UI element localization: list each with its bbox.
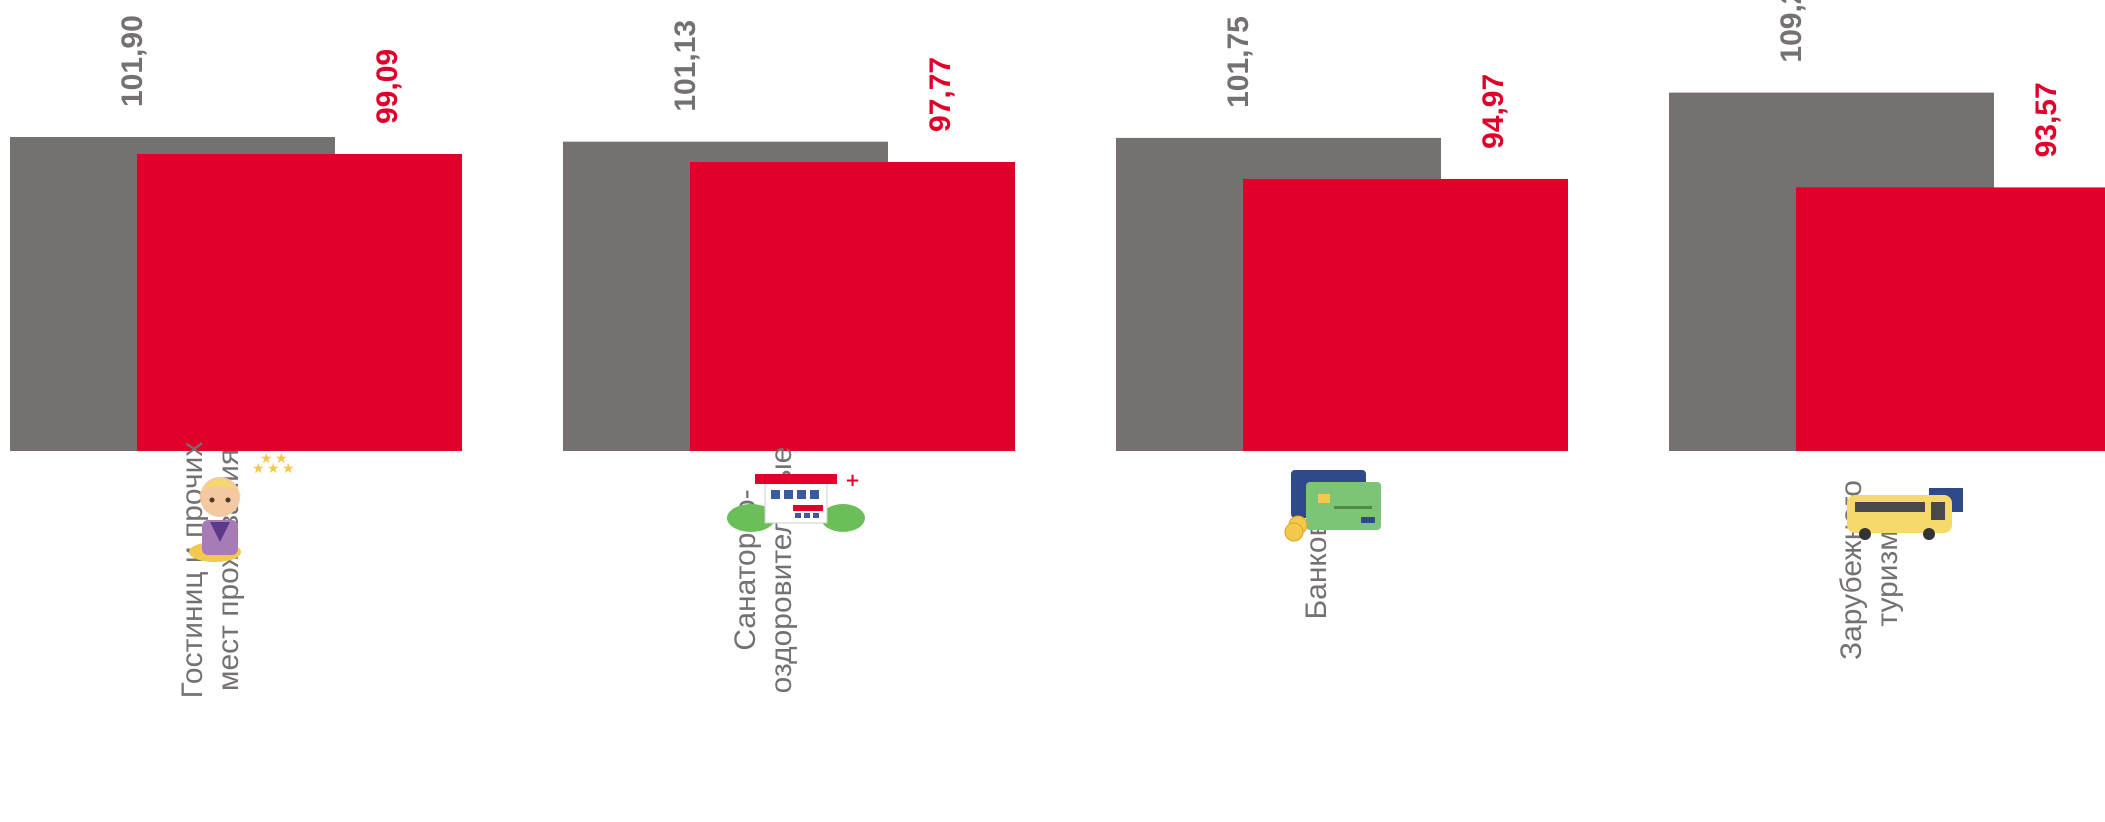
svg-text:★: ★ [282,461,295,477]
data-label: 94,97 [1477,74,1510,149]
data-label: 101,75 [1222,16,1255,108]
data-label: 93,57 [2030,82,2063,157]
category-label: Гостиниц и прочих [176,442,209,699]
category-label: Банков [1300,520,1333,619]
svg-text:★: ★ [267,461,280,477]
data-label: 99,09 [371,49,404,124]
svg-text:★: ★ [260,451,273,467]
bank-cards-icon [1284,470,1381,542]
data-label: 97,77 [924,57,957,132]
bar-series-red [1243,178,1568,451]
bar-series-red [1796,187,2105,452]
data-label: 101,13 [669,20,702,112]
bar-series-red [690,161,1015,451]
data-label: 101,90 [116,15,149,107]
sanatorium-building-icon: + [727,470,865,532]
bar-series-red [137,154,462,451]
data-label: 109,24 [1775,0,1808,63]
svg-text:+: + [845,470,860,491]
svg-text:★: ★ [275,451,288,467]
tour-bus-icon [1847,488,1963,540]
category-group: 101,75 94,97 Банков [1116,16,1568,620]
svg-text:★: ★ [252,461,265,477]
hotel-receptionist-icon: ★ ★ ★★ ★ [189,451,295,562]
